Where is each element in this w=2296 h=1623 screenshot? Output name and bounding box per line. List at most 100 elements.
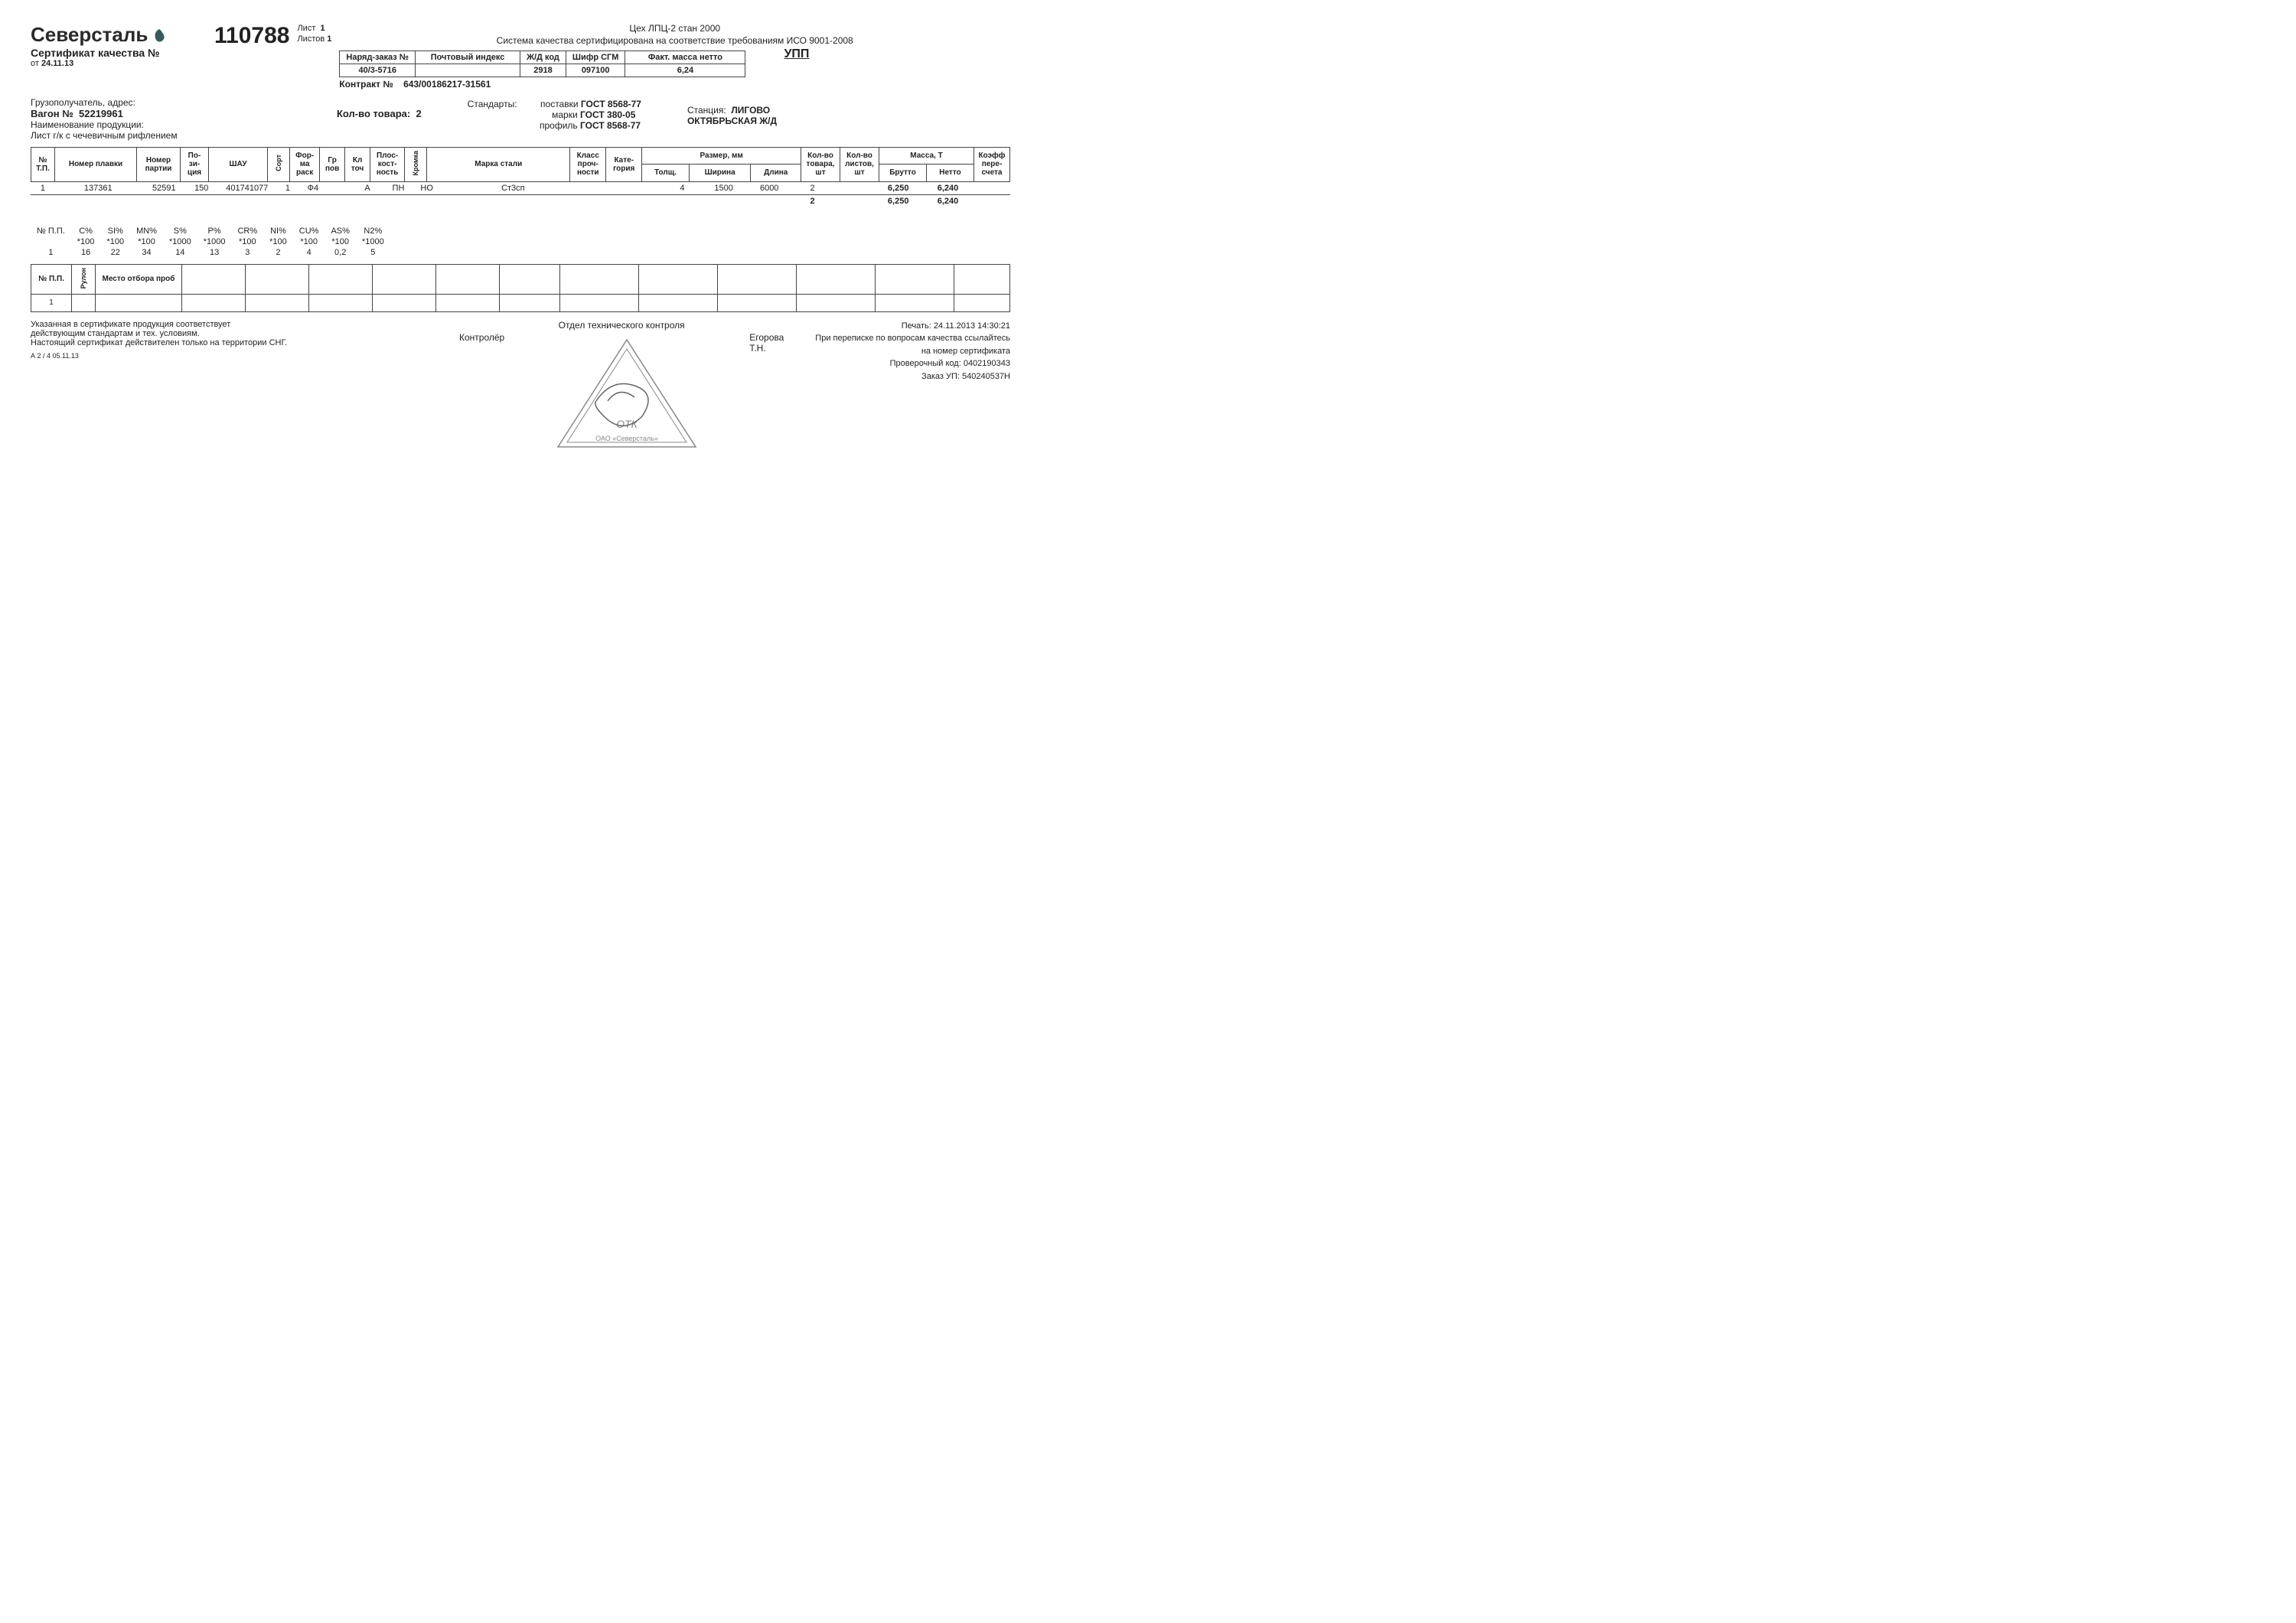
sample-table: № П.П. Рулон Место отбора проб 1 [31,264,1010,312]
r-grpov [328,182,354,195]
cr-10: 5 [356,247,390,258]
cert-title: Сертификат качества № [31,47,160,59]
mh-gross: Брутто [879,165,927,181]
std-profile-label: профиль [524,120,578,131]
r-pos: 150 [187,182,216,195]
order-h3: Шифр СГМ [566,51,625,64]
sheets-no: 1 [327,34,331,44]
ch-h6: CR% [231,226,263,236]
r-net: 6,240 [923,182,973,195]
r-cat [626,182,664,195]
mh-thick: Толщ. [642,165,690,181]
cm-5: *1000 [197,236,232,247]
cm-4: *1000 [163,236,197,247]
mh-lot: Номер партии [137,148,181,182]
order-v2: 2918 [520,64,566,77]
ch-h3: MN% [130,226,163,236]
mh-heat: Номер плавки [55,148,137,182]
mh-qtys: Кол-во листов, шт [840,148,879,182]
mh-mass: Масса, Т [879,148,974,165]
prod-label: Наименование продукции: [31,119,291,130]
footer-line3: Настоящий сертификат действителен только… [31,338,429,347]
sheet-label: Лист [297,24,315,33]
chem-table: № П.П. C% SI% MN% S% P% CR% NI% CU% AS% … [31,226,390,258]
sp-rowno: 1 [31,294,72,311]
cm-7: *100 [263,236,293,247]
order-table: Наряд-заказ № Почтовый индекс Ж/Д код Ши… [339,51,745,77]
ch-h9: AS% [325,226,355,236]
sheet-no: 1 [320,24,325,33]
footer-line1: Указанная в сертификате продукция соотве… [31,320,429,329]
qty-label: Кол-во товара: [337,108,410,119]
r-no: 1 [31,182,55,195]
ch-h4: S% [163,226,197,236]
order-no: Заказ УП: 540240537Н [814,370,1010,383]
r-flat: ПН [380,182,416,195]
std-grade-label: марки [524,109,578,120]
r-edge: НО [416,182,438,195]
cm-10: *1000 [356,236,390,247]
s-gross: 6,250 [873,194,923,207]
workshop-text: Цех ЛПЦ-2 стан 2000 [339,23,1010,34]
check-code: Проверочный код: 0402190343 [814,357,1010,370]
standards-label: Стандарты: [468,99,517,109]
ch-h1: C% [71,226,101,236]
mh-coef: Коэфф пере-счета [974,148,1010,182]
sheets-label: Листов [297,34,325,44]
consignee-label: Грузополучатель, адрес: [31,97,291,108]
mh-edge: Кромка [405,148,427,182]
cr-8: 4 [293,247,325,258]
ch-h8: CU% [293,226,325,236]
upp-label: УПП [784,47,809,61]
sum-row: 2 6,250 6,240 [31,194,1010,207]
controller-name: Егорова Т.Н. [749,332,784,354]
r-length: 6000 [746,182,792,195]
mh-sort: Сорт [268,148,290,182]
station-name: ЛИГОВО [731,105,770,116]
cr-1: 16 [71,247,101,258]
std-profile: ГОСТ 8568-77 [580,120,641,131]
mh-length: Длина [751,165,801,181]
mh-no: № Т.П. [31,148,55,182]
cr-5: 13 [197,247,232,258]
mh-form: Фор-ма раск [290,148,320,182]
cm-2: *100 [100,236,130,247]
mh-steel: Марка стали [427,148,570,182]
station-road: ОКТЯБРЬСКАЯ Ж/Д [687,116,777,126]
order-h4: Факт. масса нетто [625,51,745,64]
iso-text: Система качества сертифицирована на соот… [339,35,1010,46]
r-qtys [833,182,873,195]
prod-name: Лист г/к с чечевичным рифлением [31,130,291,141]
cert-date-label: от [31,59,39,68]
mh-pos: По-зи-ция [181,148,209,182]
cr-9: 0,2 [325,247,355,258]
r-width: 1500 [701,182,747,195]
controller-label: Контролёр [459,332,504,343]
order-h1: Почтовый индекс [416,51,520,64]
r-coef [973,182,1010,195]
svg-text:ОАО «Северсталь»: ОАО «Северсталь» [595,435,658,442]
order-h0: Наряд-заказ № [340,51,416,64]
mh-qtyg: Кол-во товара, шт [801,148,840,182]
ch-h7: NI% [263,226,293,236]
cm-6: *100 [231,236,263,247]
cm-8: *100 [293,236,325,247]
std-delivery: ГОСТ 8568-77 [581,99,641,109]
s-net: 6,240 [923,194,973,207]
mh-cat: Кате-гория [606,148,642,182]
r-qtyg: 2 [792,182,833,195]
r-kltoch: А [354,182,380,195]
cr-7: 2 [263,247,293,258]
main-table: № Т.П. Номер плавки Номер партии По-зи-ц… [31,147,1010,182]
order-v3: 097100 [566,64,625,77]
cr-6: 3 [231,247,263,258]
order-h2: Ж/Д код [520,51,566,64]
cr-2: 22 [100,247,130,258]
cr-3: 34 [130,247,163,258]
ch-h0: № П.П. [31,226,71,236]
main-data: 1 137361 52591 150 401741077 1 Ф4 А ПН Н… [31,182,1010,207]
r-lot: 52591 [142,182,188,195]
contract-value: 643/00186217-31561 [403,79,491,90]
r-strength [589,182,626,195]
sp-roll: Рулон [80,266,87,290]
